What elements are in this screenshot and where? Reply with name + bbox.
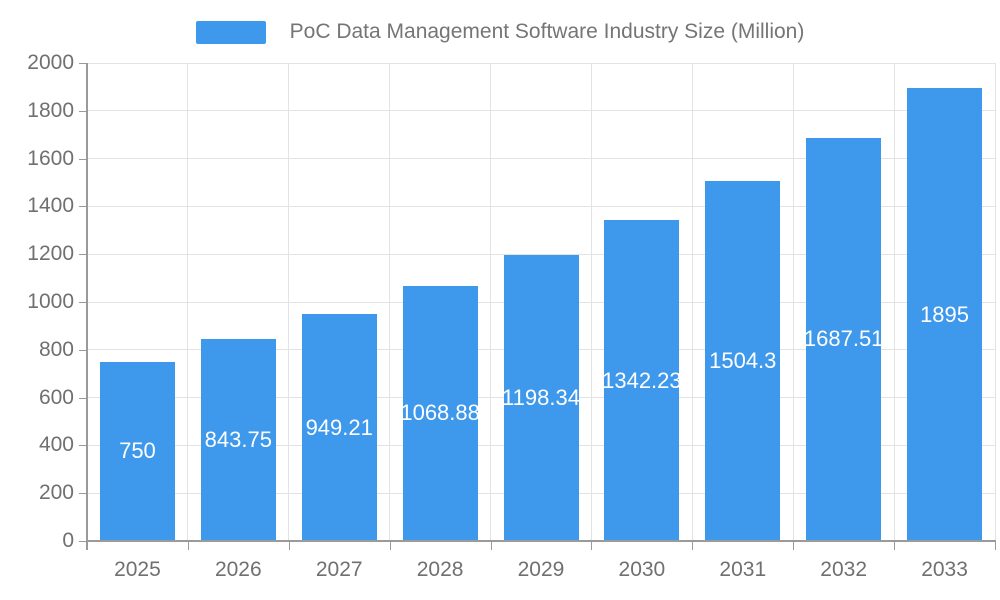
- legend-swatch: [195, 20, 266, 44]
- bar-2025: 750: [99, 361, 175, 541]
- bar-2026: 843.75: [200, 339, 276, 541]
- y-tick-label: 1400: [27, 194, 74, 218]
- y-tick: [79, 110, 87, 112]
- x-axis-line: [86, 540, 996, 542]
- y-tick: [79, 397, 87, 399]
- x-tick: [894, 542, 896, 550]
- v-gridline: [994, 63, 996, 541]
- v-gridline: [389, 63, 391, 541]
- y-tick-label: 600: [38, 385, 74, 409]
- x-tick: [288, 542, 290, 550]
- x-tick: [187, 542, 189, 550]
- legend-label: PoC Data Management Software Industry Si…: [289, 20, 805, 43]
- y-axis-line: [86, 63, 88, 550]
- y-tick: [79, 445, 87, 447]
- y-tick-label: 1000: [27, 290, 74, 313]
- bar-2031: 1504.3: [705, 181, 781, 541]
- x-tick: [490, 542, 492, 550]
- bar-value-label: 949.21: [305, 414, 373, 440]
- plot-area: 750 843.75 949.21 1068.88 1198.34 1342.23 1504…: [87, 62, 996, 541]
- h-gridline: [87, 62, 995, 64]
- bar-2033: 1895: [907, 88, 983, 541]
- v-gridline: [893, 63, 895, 541]
- v-gridline: [792, 63, 794, 541]
- v-gridline: [187, 63, 189, 541]
- h-gridline: [87, 158, 995, 160]
- y-tick-label: 800: [38, 337, 74, 361]
- y-tick: [79, 206, 87, 208]
- bar-value-label: 1895: [920, 301, 970, 327]
- v-gridline: [590, 63, 592, 541]
- bar-value-label: 1504.3: [709, 348, 777, 374]
- v-gridline: [691, 63, 693, 541]
- bar-value-label: 750: [119, 438, 156, 464]
- x-tick-label: 2025: [114, 558, 161, 581]
- y-tick-label: 200: [38, 481, 74, 505]
- x-tick-label: 2032: [820, 558, 868, 581]
- y-tick-label: 0: [62, 529, 74, 552]
- x-tick: [389, 542, 391, 550]
- x-tick-label: 2028: [416, 558, 464, 581]
- bar-value-label: 1068.88: [402, 400, 478, 426]
- legend-item[interactable]: PoC Data Management Software Industry Si…: [0, 20, 1000, 44]
- y-tick-label: 400: [38, 433, 74, 457]
- bar-value-label: 843.75: [204, 427, 272, 453]
- y-tick-label: 2000: [27, 51, 74, 74]
- y-tick: [79, 349, 87, 351]
- y-tick: [79, 541, 87, 542]
- x-tick: [87, 542, 88, 550]
- bar-value-label: 1687.51: [806, 326, 882, 352]
- x-tick-label: 2030: [618, 558, 666, 581]
- y-tick: [79, 63, 87, 64]
- x-tick-label: 2029: [517, 558, 565, 581]
- x-tick-label: 2033: [921, 558, 968, 581]
- bar-value-label: 1342.23: [604, 367, 680, 393]
- y-tick: [79, 158, 87, 160]
- y-tick: [79, 302, 87, 303]
- v-gridline: [490, 63, 492, 541]
- bar-2027: 949.21: [301, 314, 377, 541]
- bar-2029: 1198.34: [503, 254, 579, 541]
- bar-2032: 1687.51: [806, 137, 882, 541]
- bar-2030: 1342.23: [604, 220, 680, 541]
- x-tick-label: 2027: [315, 558, 363, 581]
- h-gridline: [87, 205, 995, 207]
- x-tick-label: 2026: [214, 558, 262, 581]
- bar-value-label: 1198.34: [503, 384, 579, 410]
- bar-2028: 1068.88: [402, 285, 478, 541]
- y-tick-label: 1800: [27, 98, 74, 122]
- x-tick: [692, 542, 694, 550]
- y-tick: [79, 254, 87, 256]
- x-tick: [591, 542, 593, 550]
- v-gridline: [288, 63, 290, 541]
- x-tick: [995, 542, 996, 550]
- h-gridline: [87, 253, 995, 255]
- y-tick-label: 1600: [27, 146, 74, 170]
- h-gridline: [87, 110, 995, 112]
- y-tick: [79, 493, 87, 495]
- y-tick-label: 1200: [27, 242, 74, 266]
- x-tick: [793, 542, 795, 550]
- x-tick-label: 2031: [719, 558, 767, 581]
